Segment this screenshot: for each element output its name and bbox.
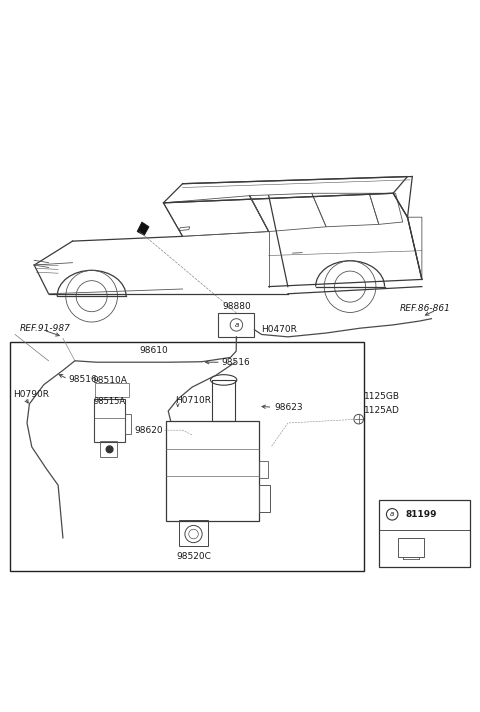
Bar <box>398 538 424 557</box>
Bar <box>218 313 254 337</box>
Bar <box>95 383 129 397</box>
Text: 98515A: 98515A <box>94 397 126 406</box>
Text: REF.91-987: REF.91-987 <box>20 324 71 333</box>
Text: 98510A: 98510A <box>92 376 127 384</box>
Bar <box>100 441 117 456</box>
Text: 98623: 98623 <box>275 403 303 412</box>
Text: H0790R: H0790R <box>12 389 48 399</box>
Text: 81199: 81199 <box>405 510 437 519</box>
Bar <box>94 399 125 442</box>
Text: 1125AD: 1125AD <box>364 407 400 415</box>
Text: 98516: 98516 <box>222 357 251 367</box>
Bar <box>259 485 270 511</box>
Bar <box>379 500 470 567</box>
Bar <box>125 414 131 434</box>
Bar <box>259 461 268 478</box>
Circle shape <box>106 446 113 453</box>
Text: 98880: 98880 <box>222 301 251 310</box>
Text: a: a <box>234 322 239 328</box>
Text: 98516: 98516 <box>69 375 97 384</box>
Text: a: a <box>390 511 395 518</box>
Bar <box>179 520 208 546</box>
Text: 98520C: 98520C <box>176 552 211 561</box>
Bar <box>166 421 259 521</box>
Text: 98610: 98610 <box>140 345 168 355</box>
Text: H0470R: H0470R <box>262 325 298 334</box>
Text: 98620: 98620 <box>135 426 163 435</box>
Text: 1125GB: 1125GB <box>364 392 400 402</box>
Text: REF.86-861: REF.86-861 <box>400 303 451 313</box>
Bar <box>212 380 235 421</box>
Bar <box>10 342 364 571</box>
Polygon shape <box>137 222 149 236</box>
Text: H0710R: H0710R <box>175 396 211 405</box>
